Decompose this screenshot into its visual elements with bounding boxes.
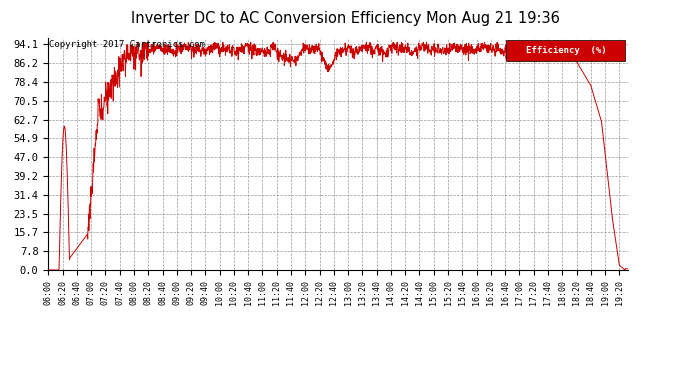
Text: Inverter DC to AC Conversion Efficiency Mon Aug 21 19:36: Inverter DC to AC Conversion Efficiency … xyxy=(130,11,560,26)
Text: Copyright 2017 Cartronics.com: Copyright 2017 Cartronics.com xyxy=(50,40,206,49)
Text: Efficiency  (%): Efficiency (%) xyxy=(526,46,607,55)
FancyBboxPatch shape xyxy=(506,40,625,61)
